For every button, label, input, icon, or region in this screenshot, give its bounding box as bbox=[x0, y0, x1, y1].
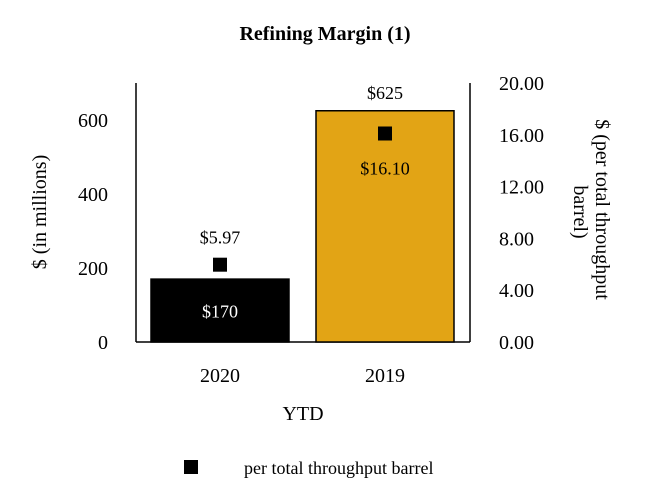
bar-value-label: $625 bbox=[367, 83, 403, 103]
left-axis-ticks: 0 200 400 600 bbox=[78, 110, 108, 354]
marker-series: $5.97 $16.10 bbox=[200, 126, 410, 272]
right-axis-ticks: 0.00 4.00 8.00 12.00 16.00 20.00 bbox=[499, 73, 544, 354]
y2-axis-label-line1: $ (per total throughput bbox=[591, 119, 613, 300]
y2-tick-label: 12.00 bbox=[499, 177, 544, 199]
y-tick-label: 600 bbox=[78, 110, 108, 132]
y2-tick-label: 0.00 bbox=[499, 332, 534, 354]
y2-axis-label: $ (per total throughput barrel) bbox=[569, 119, 613, 305]
bar-value-label: $170 bbox=[202, 302, 238, 322]
marker-2019 bbox=[378, 126, 392, 141]
y2-tick-label: 16.00 bbox=[499, 125, 544, 147]
category-labels: 2020 2019 bbox=[200, 365, 405, 387]
legend-label: per total throughput barrel bbox=[244, 458, 433, 478]
legend: per total throughput barrel bbox=[184, 458, 433, 478]
y-tick-label: 400 bbox=[78, 184, 108, 206]
bar-series: $170 $625 bbox=[150, 83, 455, 343]
category-label-2020: 2020 bbox=[200, 365, 240, 387]
y2-tick-label: 20.00 bbox=[499, 73, 544, 95]
marker-2020 bbox=[213, 257, 227, 272]
y-tick-label: 200 bbox=[78, 258, 108, 280]
marker-value-label: $5.97 bbox=[200, 228, 241, 248]
y-tick-label: 0 bbox=[98, 332, 108, 354]
marker-value-label: $16.10 bbox=[360, 159, 410, 179]
y2-tick-label: 8.00 bbox=[499, 228, 534, 250]
chart-title: Refining Margin (1) bbox=[239, 23, 410, 45]
bar-2019 bbox=[315, 110, 455, 343]
bar-2020 bbox=[150, 278, 290, 343]
y-axis-label: $ (in millions) bbox=[29, 155, 51, 269]
y2-axis-label-line2: barrel) bbox=[569, 185, 591, 238]
x-axis-label: YTD bbox=[282, 403, 323, 425]
y2-tick-label: 4.00 bbox=[499, 280, 534, 302]
legend-marker-icon bbox=[184, 460, 198, 474]
category-label-2019: 2019 bbox=[365, 365, 405, 387]
